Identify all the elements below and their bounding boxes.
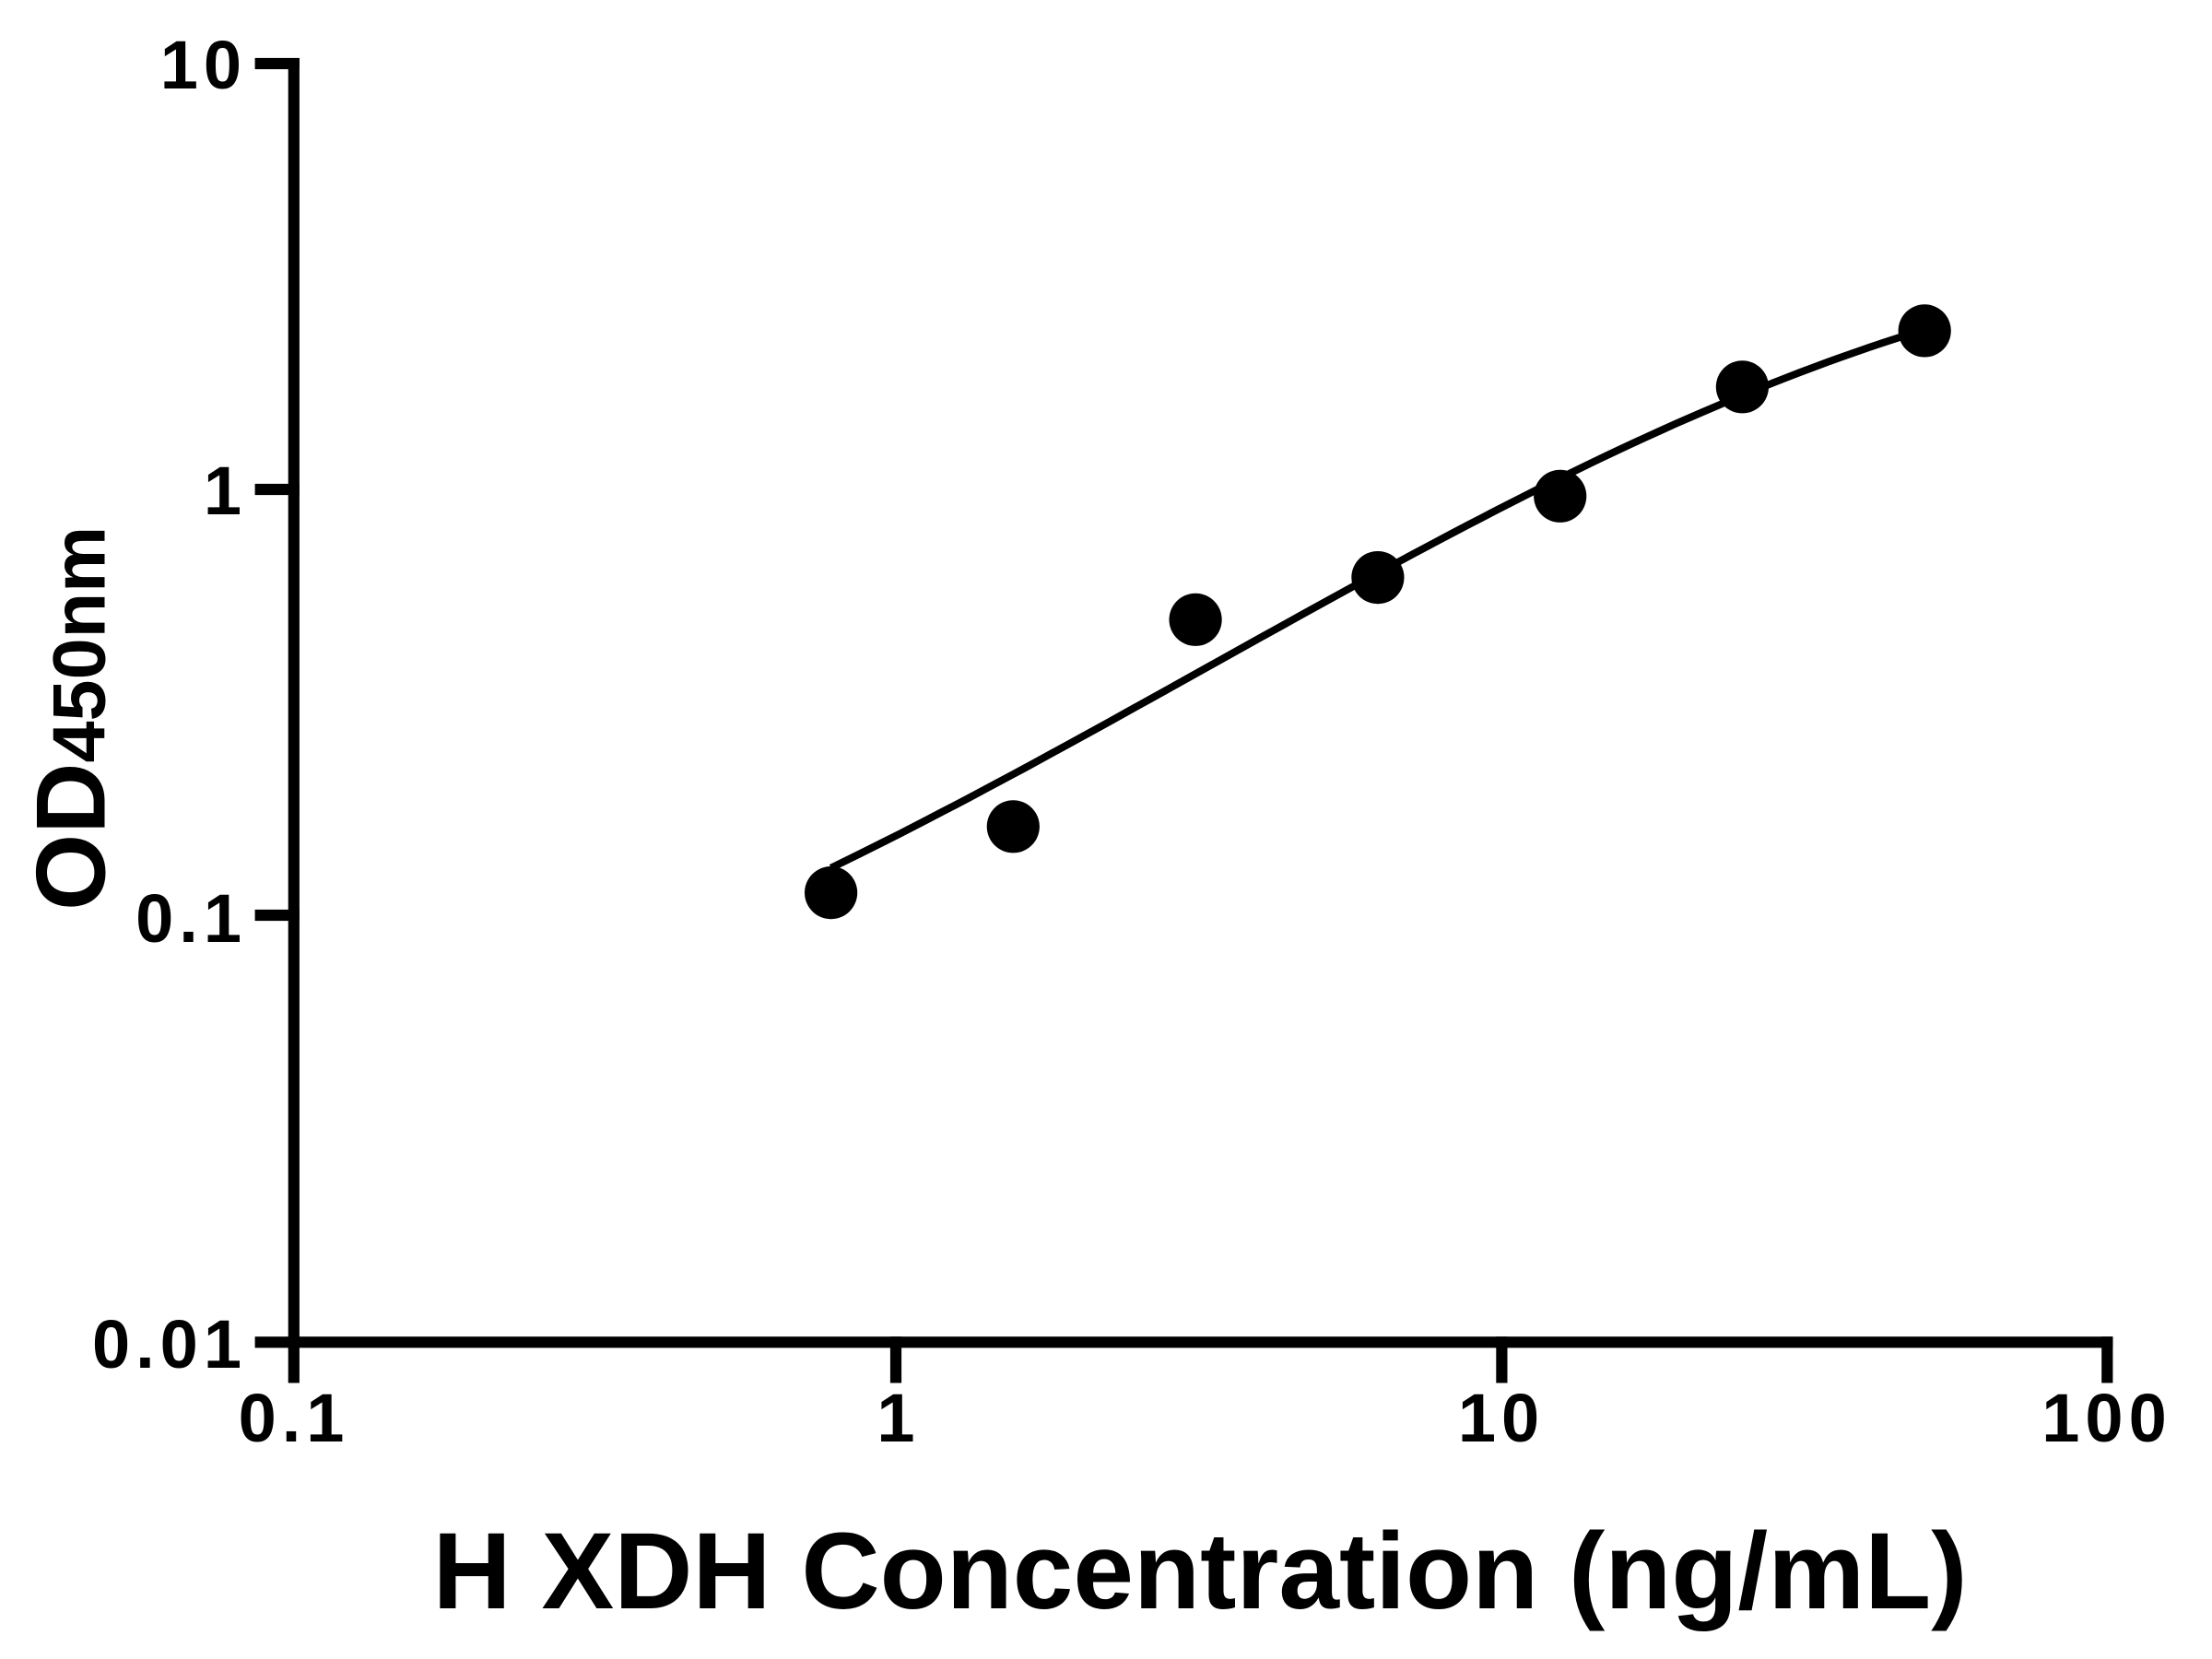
svg-text:0.1: 0.1 [239, 1380, 350, 1456]
svg-text:100: 100 [2041, 1380, 2171, 1456]
svg-text:10: 10 [160, 27, 247, 103]
svg-text:10: 10 [1458, 1380, 1545, 1456]
svg-text:1: 1 [204, 453, 241, 529]
svg-text:1: 1 [877, 1380, 914, 1456]
svg-text:0.1: 0.1 [135, 880, 247, 957]
svg-text:H XDH Concentration (ng/mL): H XDH Concentration (ng/mL) [432, 1511, 1967, 1632]
svg-text:0.01: 0.01 [92, 1306, 247, 1382]
